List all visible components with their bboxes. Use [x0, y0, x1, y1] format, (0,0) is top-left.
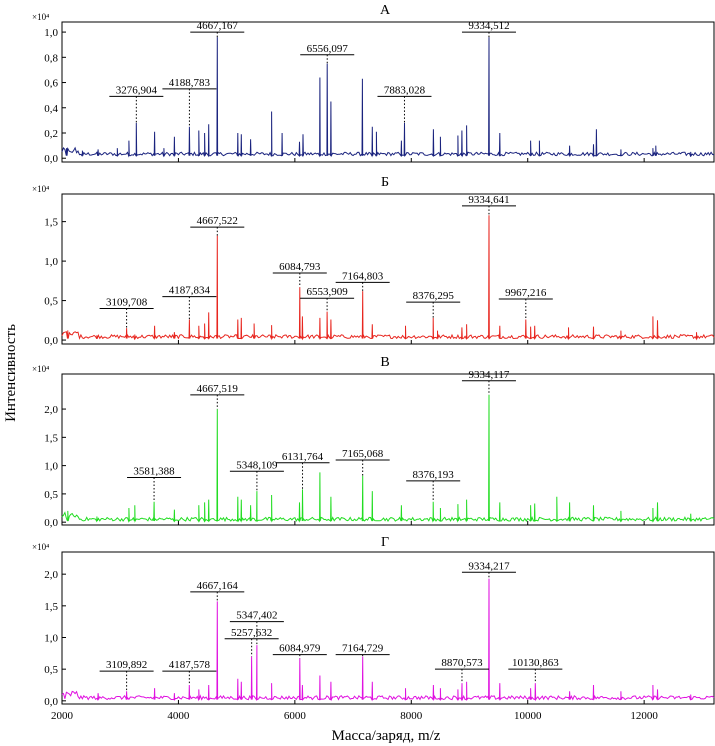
plot-frame [61, 193, 715, 345]
peak-label: 4188,783 [169, 77, 211, 89]
y-tick-label: 0,5 [44, 489, 58, 501]
plot-frame [61, 551, 715, 705]
panel-title: Г [381, 535, 389, 550]
peak-label: 4667,164 [197, 580, 239, 592]
x-tick-label: 6000 [284, 710, 307, 722]
peak-label: 9334,217 [468, 560, 510, 572]
y-tick-label: 0,0 [44, 517, 58, 529]
y-tick-label: 0,0 [44, 153, 58, 165]
spectrum-panel-3: В ×10⁴ 0,0 0,5 1,0 1,5 2,0 3581,388 4667,519 5348… [32, 355, 715, 529]
spectrum-trace [61, 37, 715, 158]
peak-label: 4667,522 [197, 215, 238, 227]
peak-label: 5347,402 [236, 610, 277, 622]
spectrum-panel-4: Г ×10⁴ 0,0 0,5 1,0 1,5 2,0 2000 4000 6000 8000 1000… [32, 535, 715, 722]
peak-label: 8870,573 [441, 657, 483, 669]
y-tick-label: 1,0 [44, 27, 58, 39]
y-tick-label: 1,5 [44, 432, 58, 444]
y-multiplier-label: ×10⁴ [32, 364, 49, 374]
x-tick-label: 2000 [51, 710, 74, 722]
peak-label: 7165,068 [342, 448, 384, 460]
spectrum-trace [61, 578, 715, 702]
peak-label: 4667,167 [197, 20, 239, 32]
y-tick-label: 0,2 [44, 128, 58, 140]
y-tick-label: 1,0 [44, 633, 58, 645]
x-tick-label: 8000 [400, 710, 423, 722]
x-axis-label: Масса/заряд, m/z [332, 728, 441, 744]
spectrum-trace [61, 394, 715, 523]
peak-label: 3109,892 [106, 659, 147, 671]
x-tick-label: 12000 [630, 710, 658, 722]
y-tick-label: 2,0 [44, 569, 58, 581]
peak-label: 6084,793 [279, 261, 321, 273]
peak-label: 9967,216 [505, 287, 547, 299]
y-multiplier-label: ×10⁴ [32, 184, 49, 194]
spectrum-panel-2: Б ×10⁴ 0,0 0,5 1,0 1,5 3109,708 4187,834 4667,52… [32, 175, 715, 347]
y-tick-label: 0,0 [44, 335, 58, 347]
plot-frame [61, 21, 715, 163]
y-tick-label: 2,0 [44, 404, 58, 416]
peak-label: 4187,834 [169, 285, 211, 297]
peak-label: 9334,512 [468, 20, 509, 32]
y-multiplier-label: ×10⁴ [32, 12, 49, 22]
y-tick-label: 0,5 [44, 296, 58, 308]
y-tick-label: 0,6 [44, 78, 58, 90]
peak-label: 5348,109 [236, 459, 278, 471]
y-axis-label: Интенсивность [3, 324, 19, 422]
panel-title: Б [381, 175, 389, 190]
spectra-panels: А ×10⁴ 0,0 0,2 0,4 0,6 0,8 1,0 3276,904 4188,783 4… [32, 3, 715, 722]
plot-frame [61, 373, 715, 526]
x-tick-label: 10000 [514, 710, 542, 722]
peak-label: 6131,764 [282, 451, 324, 463]
panel-title: А [380, 3, 391, 18]
y-tick-label: 0,5 [44, 664, 58, 676]
y-tick-label: 1,0 [44, 256, 58, 268]
peak-label: 4187,578 [169, 659, 211, 671]
peak-label: 5257,632 [231, 627, 272, 639]
y-tick-label: 1,0 [44, 461, 58, 473]
peak-label: 7164,803 [342, 270, 384, 282]
y-tick-label: 0,0 [44, 696, 58, 708]
peak-label: 4667,519 [197, 383, 239, 395]
peak-label: 10130,863 [512, 657, 559, 669]
y-multiplier-label: ×10⁴ [32, 542, 49, 552]
y-tick-label: 0,4 [44, 103, 58, 115]
y-tick-label: 1,5 [44, 601, 58, 613]
peak-label: 3109,708 [106, 296, 148, 308]
peak-label: 7883,028 [384, 84, 426, 96]
y-tick-label: 1,5 [44, 217, 58, 229]
x-tick-label: 4000 [167, 710, 190, 722]
peak-label: 6553,909 [306, 286, 348, 298]
peak-label: 9334,641 [468, 194, 509, 206]
peak-label: 6556,097 [307, 43, 349, 55]
y-tick-label: 0,8 [44, 52, 58, 64]
peak-label: 3581,388 [133, 465, 175, 477]
panel-title: В [380, 355, 389, 370]
peak-label: 8376,193 [413, 469, 455, 481]
peak-label: 6084,979 [279, 643, 321, 655]
spectrum-panel-1: А ×10⁴ 0,0 0,2 0,4 0,6 0,8 1,0 3276,904 4188,783 4… [32, 3, 715, 165]
peak-label: 8376,295 [413, 290, 455, 302]
spectrum-trace [61, 215, 715, 341]
peak-label: 9334,117 [469, 369, 510, 381]
peak-label: 7164,729 [342, 643, 384, 655]
peak-label: 3276,904 [116, 84, 158, 96]
